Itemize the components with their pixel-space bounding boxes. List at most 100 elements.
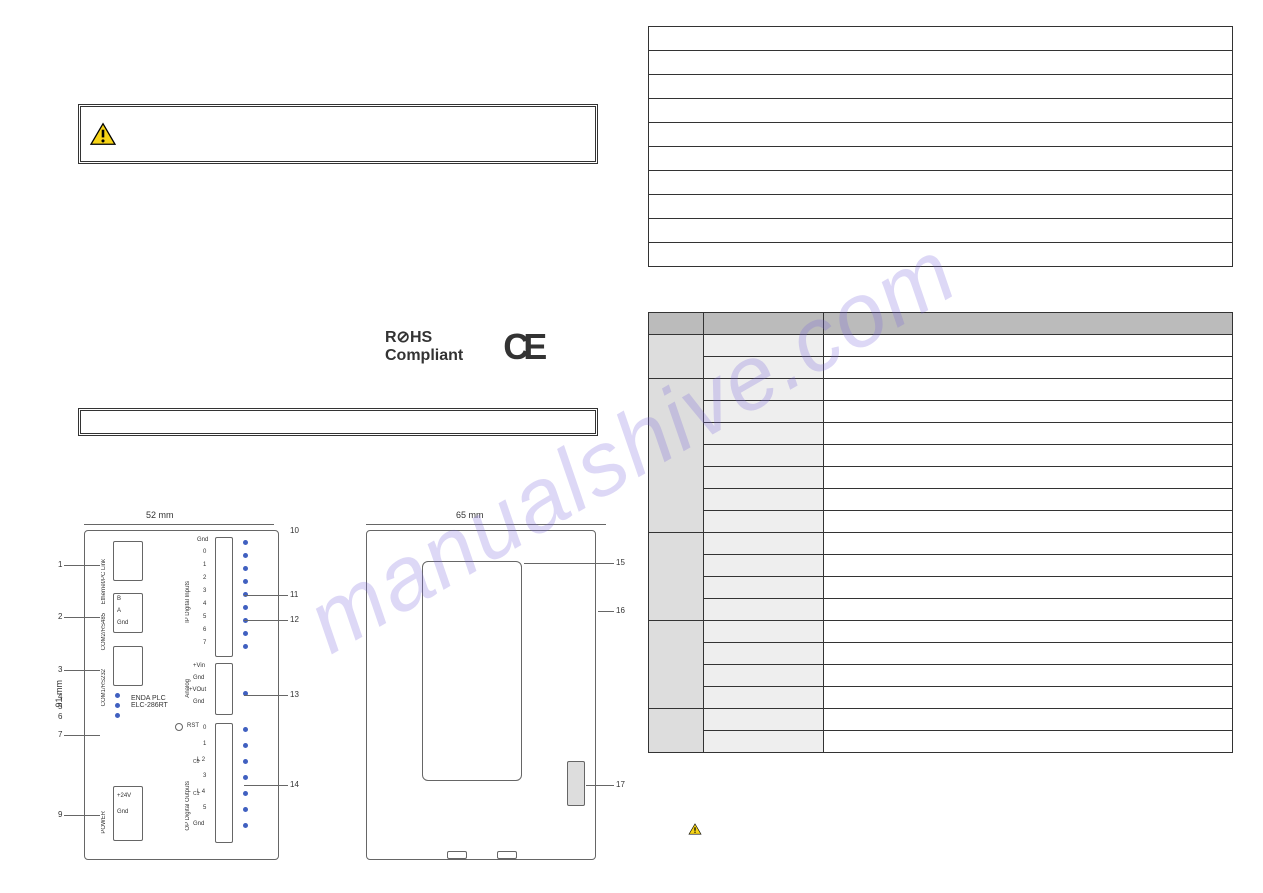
parts-group [649,533,704,621]
rohs-mark: R⊘HSCompliant [385,329,463,364]
lbl-inputs: IP Digital Inputs [185,581,191,623]
parts-name [704,533,824,555]
ce-mark: CE [503,326,541,368]
parts-desc [824,379,1233,401]
parts-desc [824,599,1233,621]
feature-row [649,27,1233,51]
parts-desc [824,643,1233,665]
parts-desc [824,489,1233,511]
feature-row [649,99,1233,123]
callout-9: 9 [58,810,62,819]
led-6 [115,713,120,718]
parts-name [704,445,824,467]
analog-terminal [215,663,233,715]
feature-row [649,195,1233,219]
parts-desc [824,357,1233,379]
callout-10: 10 [290,526,299,535]
callout-2: 2 [58,612,62,621]
led-4 [115,693,120,698]
parts-desc [824,665,1233,687]
callout-3: 3 [58,665,62,674]
parts-name [704,335,824,357]
callout-15: 15 [616,558,625,567]
dim-width-side: 65 mm [456,510,484,520]
lbl-rs232: COM1/RS232 [101,669,107,706]
device-diagrams: 52 mm 65 mm 91 mm Ethernet/PC Link COM2/… [76,510,626,880]
side-tab1 [447,851,467,859]
parts-desc [824,335,1233,357]
lbl-ethernet: Ethernet/PC Link [101,559,107,604]
parts-name [704,467,824,489]
parts-desc [824,533,1233,555]
parts-name [704,621,824,643]
parts-h2 [704,313,824,335]
parts-group [649,379,704,533]
dim-width-front: 52 mm [146,510,174,520]
parts-desc [824,401,1233,423]
callout-13: 13 [290,690,299,699]
side-inner [422,561,522,781]
lbl-power: POWER [101,811,107,834]
feature-row [649,51,1233,75]
callout-4: 4 [58,692,62,701]
parts-name [704,423,824,445]
feature-row [649,75,1233,99]
parts-name [704,577,824,599]
power-port: +24V Gnd [113,786,143,841]
parts-group [649,709,704,753]
callout-17: 17 [616,780,625,789]
lbl-rs485: COM2/RS485 [101,613,107,650]
parts-name [704,687,824,709]
side-clip [567,761,585,806]
callout-7: 7 [58,730,62,739]
lbl-outputs: OP Digital Outputs [185,781,191,831]
parts-name [704,357,824,379]
parts-desc [824,445,1233,467]
small-warning-icon [688,823,702,835]
parts-name [704,599,824,621]
parts-name [704,511,824,533]
parts-h1 [649,313,704,335]
feature-row [649,219,1233,243]
outputs-terminal [215,723,233,843]
parts-desc [824,621,1233,643]
feature-row [649,243,1233,267]
rs232-port [113,646,143,686]
parts-name [704,731,824,753]
parts-desc [824,577,1233,599]
features-table [648,26,1233,267]
callout-1: 1 [58,560,62,569]
parts-name [704,555,824,577]
parts-desc [824,709,1233,731]
side-tab2 [497,851,517,859]
callout-12: 12 [290,615,299,624]
compliance-marks: R⊘HSCompliant CE [385,326,541,368]
parts-desc [824,511,1233,533]
inputs-terminal [215,537,233,657]
parts-name [704,401,824,423]
parts-group [649,335,704,379]
callout-11: 11 [290,590,298,599]
rs485-port: B A Gnd [113,593,143,633]
parts-desc [824,467,1233,489]
feature-row [649,171,1233,195]
callout-6: 6 [58,712,62,721]
parts-desc [824,423,1233,445]
callout-14: 14 [290,780,299,789]
callout-16: 16 [616,606,625,615]
parts-desc [824,555,1233,577]
parts-name [704,665,824,687]
warning-icon [89,122,117,146]
brand-label: ENDA PLCELC-286RT [131,695,168,709]
warning-box [78,104,598,164]
parts-desc [824,731,1233,753]
callout-5: 5 [58,702,62,711]
led-5 [115,703,120,708]
parts-group [649,621,704,709]
parts-h3 [824,313,1233,335]
section-title-box [78,408,598,436]
rst-button [175,723,183,731]
parts-name [704,709,824,731]
feature-row [649,123,1233,147]
parts-table [648,312,1233,753]
